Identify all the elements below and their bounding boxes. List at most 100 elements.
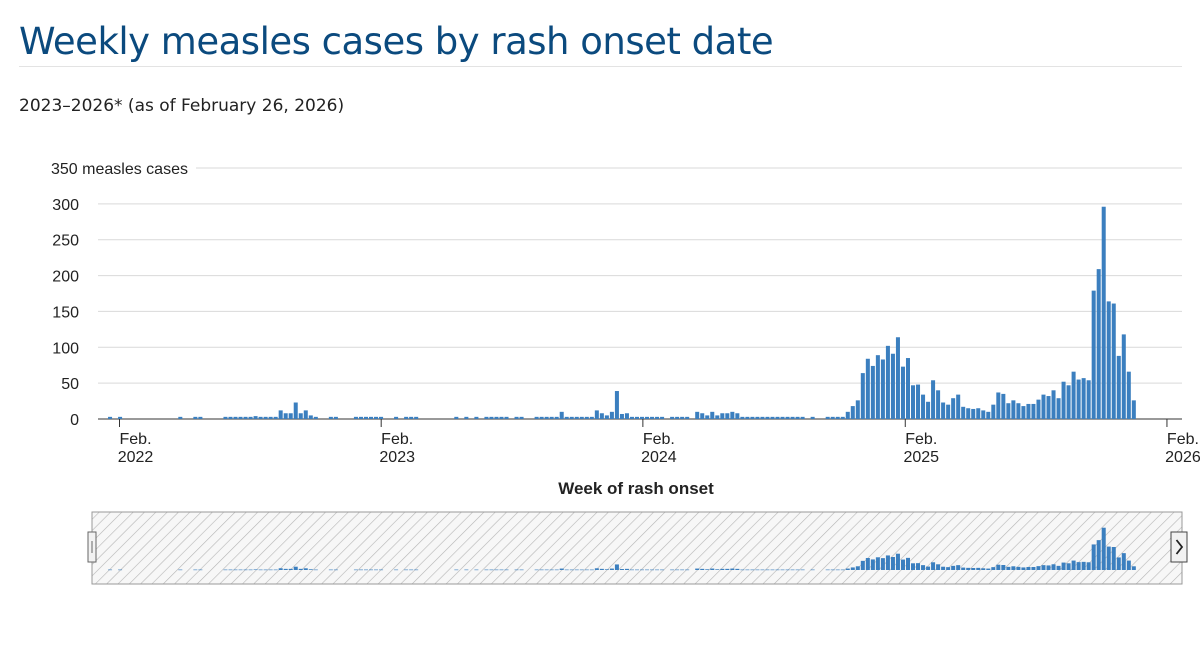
navigator-bar: [1081, 561, 1086, 570]
bar: [409, 416, 414, 419]
bar: [695, 411, 700, 419]
navigator-bar: [404, 569, 409, 571]
bar: [705, 415, 710, 419]
navigator-bar: [720, 568, 725, 570]
bar: [494, 416, 499, 419]
navigator-bar: [1051, 564, 1056, 570]
bar: [614, 391, 619, 419]
navigator-bar: [308, 569, 313, 570]
bar: [700, 413, 705, 419]
bar: [554, 416, 559, 419]
bar: [394, 416, 399, 419]
navigator-bar: [670, 569, 675, 571]
x-tick-label-month: Feb.: [1167, 431, 1199, 448]
navigator-bar: [283, 568, 288, 570]
bar: [293, 402, 298, 419]
y-tick-label: 150: [52, 304, 79, 321]
navigator-right-handle[interactable]: [1170, 531, 1188, 563]
navigator-bar: [675, 569, 680, 571]
navigator-bar: [353, 569, 358, 571]
bar: [1106, 301, 1111, 419]
bar: [725, 413, 730, 419]
navigator-bar: [710, 568, 715, 570]
navigator-bar: [544, 569, 549, 571]
bar: [514, 416, 519, 419]
bar: [790, 416, 795, 419]
navigator-bar: [740, 569, 745, 571]
navigator-bar: [931, 562, 936, 570]
navigator-bar: [946, 567, 951, 570]
navigator-bar: [519, 569, 524, 571]
x-tick-label-month: Feb.: [120, 431, 152, 448]
navigator-bar: [800, 569, 805, 571]
navigator-bar: [298, 568, 303, 570]
bar: [675, 416, 680, 419]
navigator-bar: [369, 569, 374, 571]
bar: [655, 416, 660, 419]
x-axis-title: Week of rash onset: [558, 479, 714, 498]
x-tick-label-month: Feb.: [381, 431, 413, 448]
bar: [1081, 378, 1086, 419]
navigator-bar: [1126, 560, 1131, 570]
bar: [1066, 385, 1071, 419]
navigator-bar: [890, 557, 895, 570]
bar: [599, 413, 604, 419]
bar: [313, 416, 318, 419]
bar: [1096, 269, 1101, 419]
navigator-bar: [484, 569, 489, 571]
navigator-bar: [655, 569, 660, 571]
bar: [534, 416, 539, 419]
x-tick-label-month: Feb.: [643, 431, 675, 448]
navigator-bar: [504, 569, 509, 571]
bar: [414, 416, 419, 419]
navigator-bar: [303, 568, 308, 570]
bar: [1111, 303, 1116, 419]
navigator-bar: [835, 569, 840, 571]
navigator-bar: [1131, 566, 1136, 570]
navigator-bar: [414, 569, 419, 571]
page-title: Weekly measles cases by rash onset date: [19, 20, 774, 63]
bar: [956, 394, 961, 419]
bar: [750, 416, 755, 419]
bar: [594, 410, 599, 419]
bar: [328, 416, 333, 419]
x-tick-label-month: Feb.: [905, 431, 937, 448]
bar: [865, 358, 870, 419]
bar: [880, 359, 885, 419]
bar: [916, 384, 921, 419]
navigator-bar: [870, 559, 875, 570]
navigator-bar: [926, 566, 931, 570]
navigator-bar: [489, 569, 494, 571]
navigator-left-handle[interactable]: [87, 531, 97, 563]
navigator-bar: [961, 567, 966, 570]
bar: [198, 416, 203, 419]
bar: [996, 392, 1001, 419]
bar: [544, 416, 549, 419]
bar: [845, 411, 850, 419]
navigator-bar: [996, 564, 1001, 570]
navigator-bar: [795, 569, 800, 571]
bar: [986, 411, 991, 419]
navigator-bar: [1036, 566, 1041, 570]
navigator-bar: [223, 569, 228, 571]
navigator-bar: [248, 569, 253, 571]
navigator-bar: [1006, 566, 1011, 570]
y-tick-label: 250: [52, 233, 79, 250]
bar: [253, 416, 258, 419]
navigator-bar: [394, 569, 399, 571]
navigator-bar: [579, 569, 584, 571]
navigator-bar: [745, 569, 750, 571]
navigator-bar: [845, 568, 850, 570]
navigator-bar: [991, 567, 996, 570]
bar: [875, 355, 880, 419]
navigator-bar: [564, 569, 569, 571]
bar: [1126, 371, 1131, 419]
bar: [800, 416, 805, 419]
y-tick-label: 50: [61, 376, 79, 393]
bar: [404, 416, 409, 419]
navigator-bar: [1091, 544, 1096, 570]
navigator-bar: [1086, 562, 1091, 570]
range-navigator[interactable]: [87, 511, 1188, 585]
bar: [961, 406, 966, 419]
bar: [248, 416, 253, 419]
